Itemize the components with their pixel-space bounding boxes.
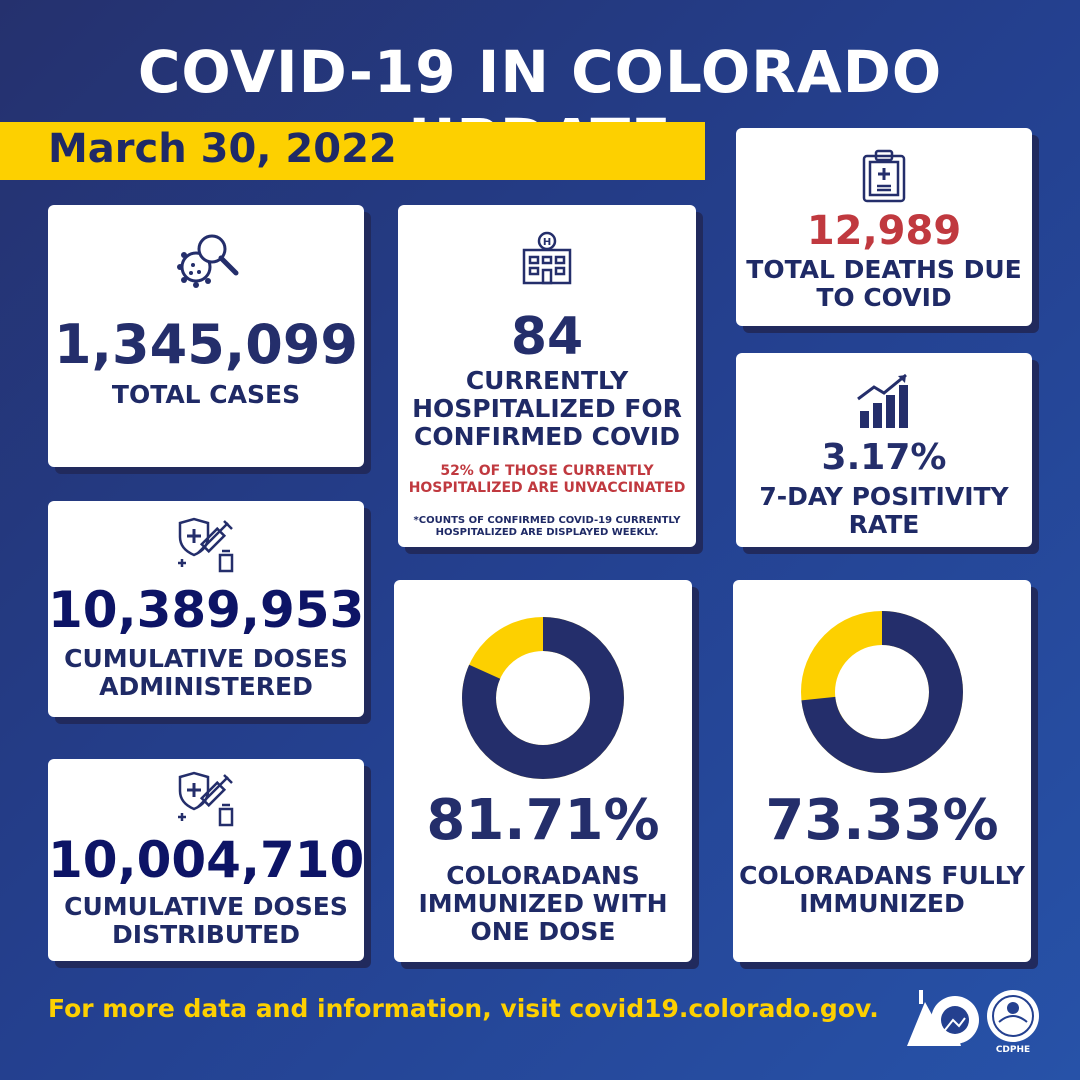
clipboard-icon (736, 148, 1032, 208)
hospitalized-note-line2: HOSPITALIZED ARE DISPLAYED WEEKLY. (435, 527, 659, 538)
fully-immunized-value: 73.33% (765, 788, 999, 853)
vaccine-icon (48, 517, 364, 577)
hospitalized-label-line3: CONFIRMED COVID (414, 422, 680, 451)
one-dose-label-line3: ONE DOSE (470, 917, 616, 946)
hospitalized-note-line1: *COUNTS OF CONFIRMED COVID-19 CURRENTLY (413, 515, 681, 526)
bar-chart-trend-icon (736, 371, 1032, 435)
total-cases-card: 1,345,099 TOTAL CASES (48, 205, 364, 467)
vaccine-icon (48, 771, 364, 831)
deaths-label-line1: TOTAL DEATHS DUE (746, 255, 1022, 284)
colorado-logo (907, 990, 979, 1046)
footer-logos: CDPHE (905, 984, 1045, 1058)
doses-distributed-label-line2: DISTRIBUTED (112, 920, 300, 949)
doses-distributed-value: 10,004,710 (48, 831, 365, 889)
fully-immunized-value-slice (801, 611, 963, 773)
fully-immunized-label-line2: IMMUNIZED (799, 889, 965, 918)
fully-immunized-label-line1: COLORADANS FULLY (739, 861, 1025, 890)
hospitalized-label-line2: HOSPITALIZED FOR (412, 394, 682, 423)
footer-text: For more data and information, visit cov… (48, 994, 879, 1023)
fully-immunized-card: 73.33% COLORADANS FULLY IMMUNIZED (733, 580, 1031, 962)
deaths-value: 12,989 (806, 208, 962, 254)
hospitalized-card: H 84 CURRENTLY HOSPITALIZED FOR CONFIRME… (398, 205, 696, 547)
hospitalized-value: 84 (510, 307, 584, 367)
doses-administered-card: 10,389,953 CUMULATIVE DOSES ADMINISTERED (48, 501, 364, 717)
svg-text:H: H (543, 237, 551, 248)
report-date: March 30, 2022 (48, 126, 397, 172)
one-dose-label-line1: COLORADANS (446, 861, 640, 890)
hospitalized-label-line1: CURRENTLY (465, 366, 629, 395)
hospital-icon: H (398, 230, 696, 290)
positivity-label-line2: RATE (848, 510, 920, 539)
doses-administered-label-line1: CUMULATIVE DOSES (64, 644, 348, 673)
deaths-label-line2: TO COVID (816, 283, 952, 312)
total-cases-value: 1,345,099 (53, 313, 359, 376)
virus-magnifier-icon (48, 227, 364, 299)
doses-distributed-label-line1: CUMULATIVE DOSES (64, 892, 348, 921)
one-dose-value-slice (462, 617, 624, 779)
fully-immunized-donut (733, 608, 1031, 780)
doses-distributed-card: 10,004,710 CUMULATIVE DOSES DISTRIBUTED (48, 759, 364, 961)
deaths-card: 12,989 TOTAL DEATHS DUE TO COVID (736, 128, 1032, 326)
positivity-label-line1: 7-DAY POSITIVITY (759, 482, 1009, 511)
unvaccinated-line1: 52% OF THOSE CURRENTLY (440, 463, 654, 479)
positivity-card: 3.17% 7-DAY POSITIVITY RATE (736, 353, 1032, 547)
cdphe-logo: CDPHE (987, 990, 1039, 1055)
date-banner: March 30, 2022 (0, 122, 705, 180)
one-dose-card: 81.71% COLORADANS IMMUNIZED WITH ONE DOS… (394, 580, 692, 962)
svg-text:CDPHE: CDPHE (996, 1045, 1030, 1054)
doses-administered-label-line2: ADMINISTERED (99, 672, 313, 701)
positivity-value: 3.17% (821, 437, 947, 478)
one-dose-value: 81.71% (426, 788, 660, 853)
one-dose-donut (394, 614, 692, 786)
one-dose-label-line2: IMMUNIZED WITH (418, 889, 668, 918)
unvaccinated-line2: HOSPITALIZED ARE UNVACCINATED (408, 480, 686, 496)
doses-administered-value: 10,389,953 (48, 581, 365, 639)
total-cases-label: TOTAL CASES (111, 380, 301, 409)
